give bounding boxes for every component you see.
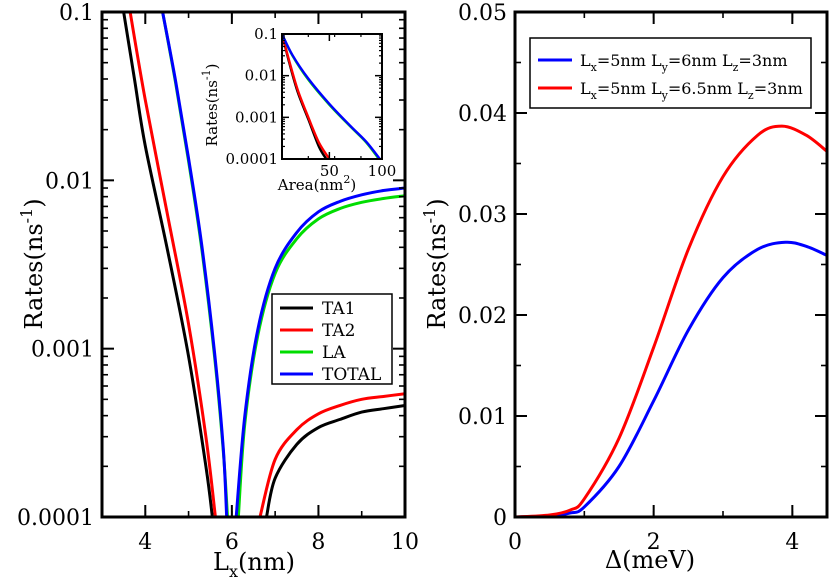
left-series-ta1-segment-2 xyxy=(264,403,405,517)
left-y-tick-label: 0.001 xyxy=(31,338,94,363)
right-y-tick-label: 0.05 xyxy=(458,1,507,26)
inset-y-tick-label: 0.1 xyxy=(254,25,278,43)
left-y-axis-title: Rates(ns-1) xyxy=(17,198,48,329)
left-ticks: 4 6 8 10 0.0001 0.001 0.01 0.1 xyxy=(17,1,419,555)
inset-y-tick-label: 0.0001 xyxy=(226,150,279,168)
right-ticks: 0 2 4 0 0.01 0.02 0.03 0.04 0.05 xyxy=(458,1,827,555)
right-x-tick-label: 4 xyxy=(785,530,799,555)
left-x-tick-label: 6 xyxy=(225,530,239,555)
inset-x-tick-label: 100 xyxy=(368,162,397,180)
left-legend-label-ta1: TA1 xyxy=(322,299,356,319)
right-legend-box xyxy=(529,37,812,109)
inset-y-tick-label: 0.01 xyxy=(245,67,278,85)
inset-x-tick-label: 50 xyxy=(320,162,339,180)
inset-ticks: 50 100 0.0001 0.001 0.01 0.1 xyxy=(226,25,397,180)
right-y-tick-label: 0.04 xyxy=(458,102,507,127)
right-legend: Lx=5nm Ly=6nm Lz=3nm Lx=5nm Ly=6.5nm Lz=3… xyxy=(529,37,812,109)
right-x-axis-title: Δ(meV) xyxy=(605,546,695,574)
left-legend-label-total: TOTAL xyxy=(322,365,381,385)
right-legend-label-2: Lx=5nm Ly=6.5nm Lz=3nm xyxy=(580,79,803,102)
right-x-tick-label: 0 xyxy=(508,530,522,555)
right-y-axis-title: Rates(ns-1) xyxy=(420,198,451,329)
left-series-total-segment-2 xyxy=(234,186,405,517)
right-series-l-x-5nm-l-y-6-5nm-l-z-3nm-segment-1 xyxy=(515,124,827,517)
right-y-tick-label: 0.02 xyxy=(458,304,507,329)
left-legend-label-la: LA xyxy=(322,343,346,363)
inset-curves xyxy=(282,34,382,159)
right-y-tick-label: 0.03 xyxy=(458,203,507,228)
inset-series-ta2-segment-1 xyxy=(282,34,331,159)
left-x-axis-title: Lx(nm) xyxy=(213,548,295,581)
inset-y-axis-title: Rates(ns-1) xyxy=(200,64,221,147)
inset-y-tick-label: 0.001 xyxy=(235,108,278,126)
left-x-tick-label: 8 xyxy=(311,530,325,555)
left-series-ta2-segment-2 xyxy=(258,392,405,517)
right-series-l-x-5nm-l-y-6nm-l-z-3nm-segment-1 xyxy=(515,240,827,517)
left-y-tick-label: 0.01 xyxy=(45,169,94,194)
left-legend-label-ta2: TA2 xyxy=(322,321,356,341)
inset-series-total-segment-1 xyxy=(282,34,382,159)
right-chart: 0 2 4 0 0.01 0.02 0.03 0.04 0.05 Rates(ns-1) Δ(m… xyxy=(420,1,829,574)
right-x-tick-label: 2 xyxy=(647,530,661,555)
left-plot-frame xyxy=(100,10,407,519)
right-y-tick-label: 0 xyxy=(493,506,507,531)
right-legend-label-1: Lx=5nm Ly=6nm Lz=3nm xyxy=(580,51,787,74)
inset-plot-frame xyxy=(281,33,383,160)
inset-background xyxy=(282,34,382,159)
left-series-ta2-segment-1 xyxy=(128,12,217,517)
left-x-tick-label: 10 xyxy=(391,530,419,555)
left-series-ta1-segment-1 xyxy=(122,12,214,517)
inset-chart: 50 100 0.0001 0.001 0.01 0.1 Rates(ns-1) Area… xyxy=(200,25,396,194)
inset-x-axis-title: Area(nm2) xyxy=(277,173,356,194)
left-x-tick-label: 4 xyxy=(138,530,152,555)
left-y-tick-label: 0.1 xyxy=(59,1,94,26)
right-y-tick-label: 0.01 xyxy=(458,405,507,430)
left-y-tick-label: 0.0001 xyxy=(17,506,94,531)
left-curves xyxy=(122,12,405,517)
left-chart: 4 6 8 10 0.0001 0.001 0.01 0.1 Rates(ns-1) Lx(n… xyxy=(17,1,419,581)
right-curves xyxy=(515,124,827,517)
left-series-total-segment-1 xyxy=(161,12,229,517)
